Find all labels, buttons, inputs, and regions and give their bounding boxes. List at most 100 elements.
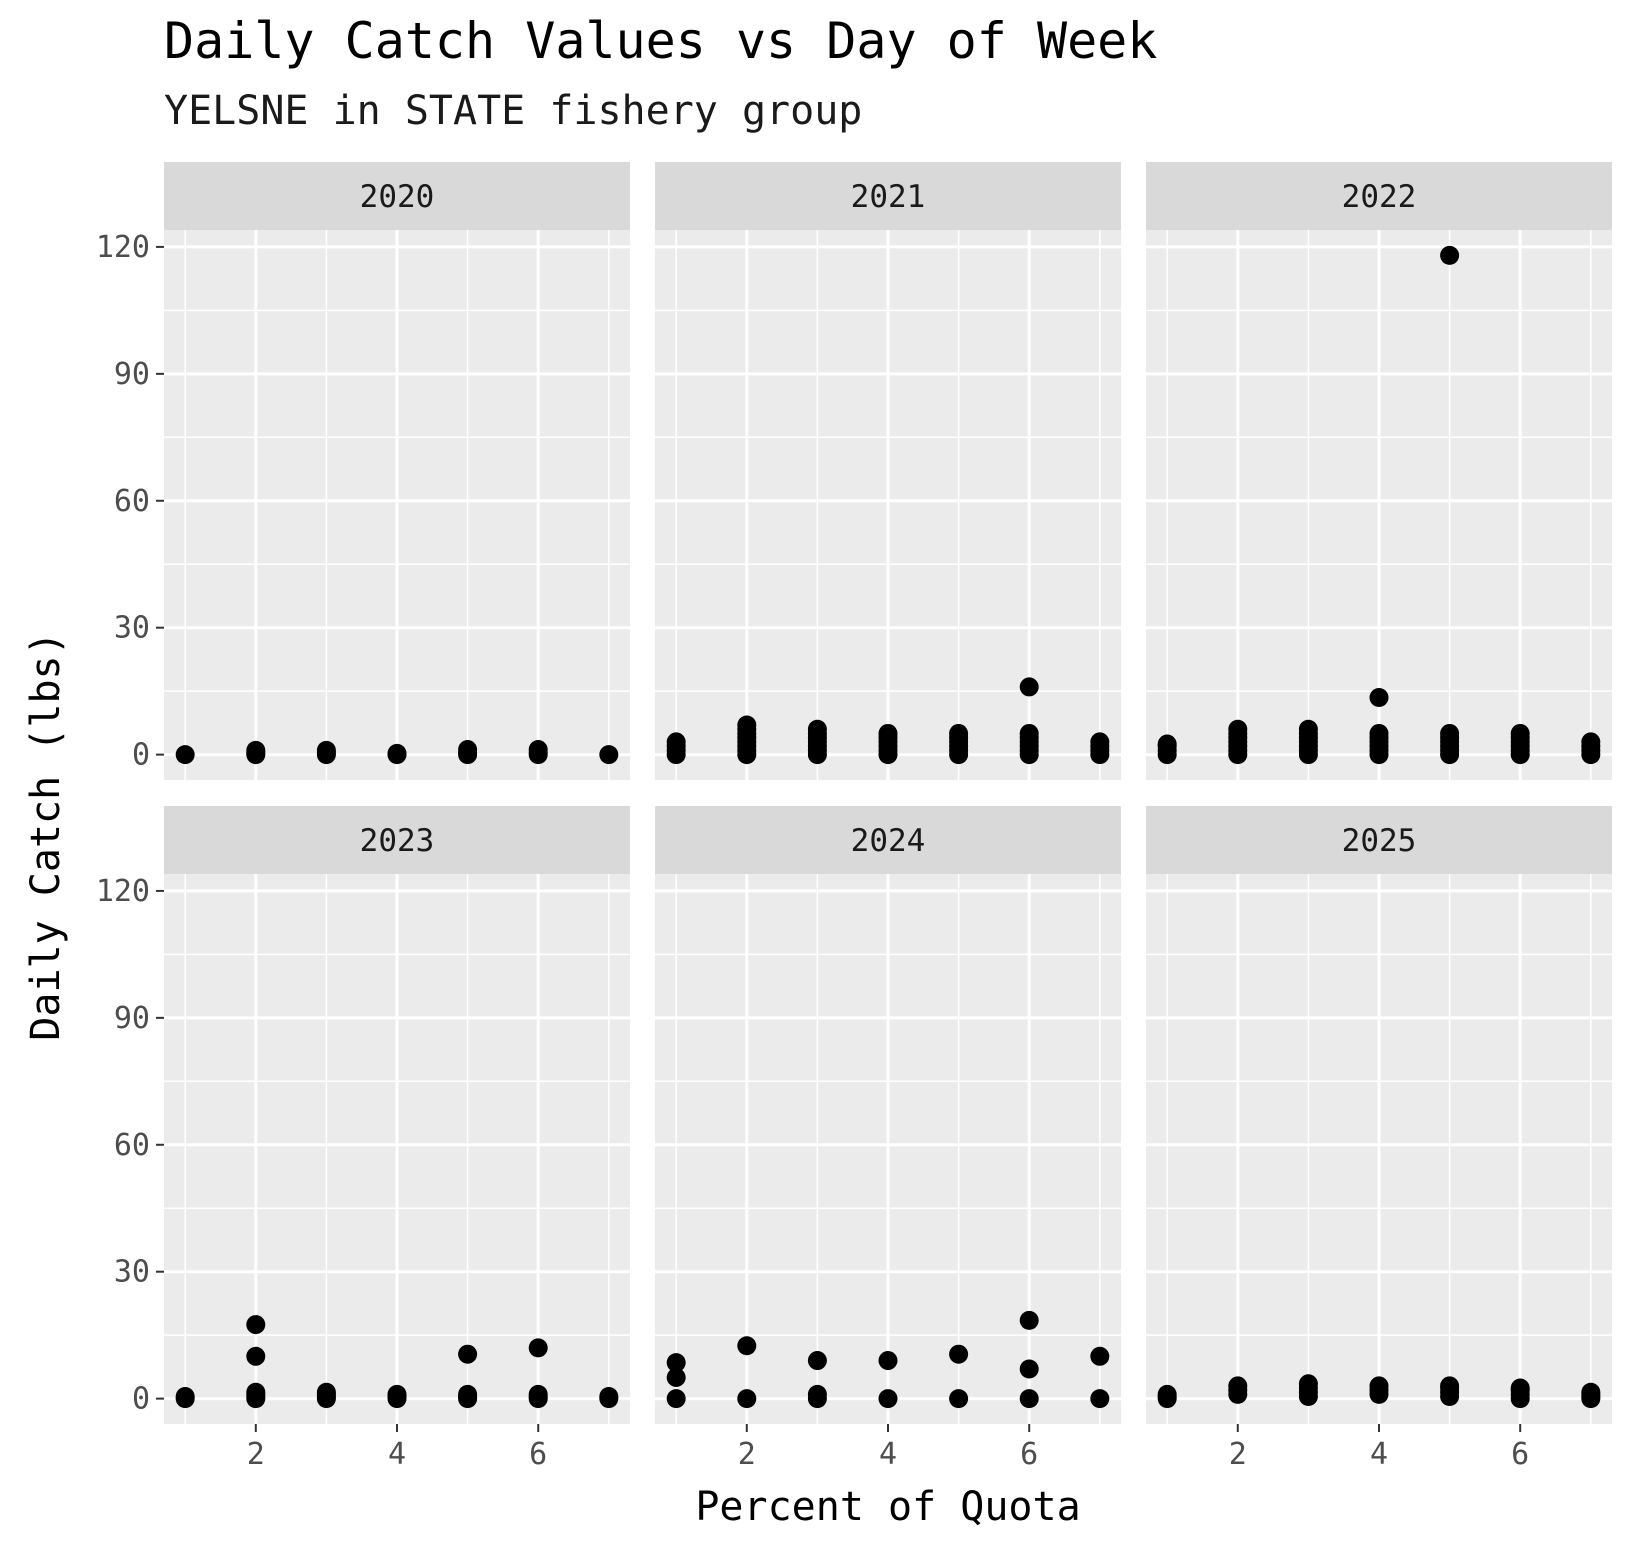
data-point (1019, 1310, 1039, 1330)
data-point (1369, 1376, 1389, 1396)
data-point (528, 1338, 548, 1358)
y-tick-label: 120 (96, 230, 150, 265)
data-point (1581, 1382, 1601, 1402)
data-point (737, 1389, 757, 1409)
data-point (246, 1315, 266, 1335)
facet-strip-label: 2023 (360, 823, 435, 859)
data-point (1090, 1389, 1110, 1409)
data-point (1298, 719, 1318, 739)
x-tick-label: 6 (529, 1437, 547, 1472)
data-point (1157, 734, 1177, 754)
facet-strip-label: 2024 (851, 823, 926, 859)
y-tick-label: 60 (114, 1128, 150, 1163)
data-point (666, 1367, 686, 1387)
data-point (666, 1389, 686, 1409)
data-point (1019, 1359, 1039, 1379)
facet-strip (655, 806, 1121, 874)
y-tick-label: 30 (114, 1255, 150, 1290)
data-point (1440, 723, 1460, 743)
facet-strip (1146, 806, 1612, 874)
y-tick-label: 90 (114, 357, 150, 392)
facet-panel-2022: 2022 (1146, 162, 1612, 780)
data-point (458, 1384, 478, 1404)
x-tick-label: 4 (1370, 1437, 1388, 1472)
chart-title: Daily Catch Values vs Day of Week (164, 12, 1158, 70)
data-point (737, 1336, 757, 1356)
data-point (458, 740, 478, 760)
facet-panel-2023: 2023 0 30 60 90 120 2 4 6 (96, 806, 630, 1472)
data-point (175, 1387, 195, 1406)
chart-subtitle: YELSNE in STATE fishery group (164, 88, 863, 134)
data-point (1298, 1374, 1318, 1394)
y-tick-label: 30 (114, 611, 150, 646)
data-point (1228, 1376, 1248, 1396)
x-axis-label: Percent of Quota (695, 1484, 1081, 1530)
data-point (1581, 732, 1601, 752)
y-tick-label: 0 (132, 738, 150, 773)
data-point (458, 1344, 478, 1364)
facet-strip-label: 2020 (360, 179, 435, 215)
y-tick-label: 120 (96, 874, 150, 909)
data-point (528, 740, 548, 760)
facet-strip-label: 2025 (1342, 823, 1417, 859)
data-point (387, 1384, 407, 1404)
data-point (1019, 677, 1039, 697)
data-point (1019, 1389, 1039, 1409)
data-point (1510, 1378, 1530, 1398)
data-point (807, 1351, 827, 1371)
data-point (1510, 723, 1530, 743)
data-point (528, 1384, 548, 1404)
facet-strip-label: 2022 (1342, 179, 1417, 215)
data-point (666, 1353, 686, 1373)
data-point (949, 1389, 969, 1409)
data-point (1019, 723, 1039, 743)
data-point (246, 740, 266, 760)
x-tick-label: 4 (879, 1437, 897, 1472)
x-tick-label: 2 (1229, 1437, 1247, 1472)
facet-panel-2021: 2021 (655, 162, 1121, 780)
facet-strip-label: 2021 (851, 179, 926, 215)
data-point (666, 732, 686, 752)
facet-strip (655, 162, 1121, 230)
data-point (1157, 1384, 1177, 1404)
data-point (878, 723, 898, 743)
x-tick-label: 6 (1020, 1437, 1038, 1472)
data-point (737, 715, 757, 735)
x-tick-label: 6 (1511, 1437, 1529, 1472)
data-point (1090, 1346, 1110, 1366)
facet-strip (1146, 162, 1612, 230)
data-point (807, 719, 827, 739)
data-point (1440, 245, 1460, 265)
facet-panel-2020: 2020 0 30 60 90 120 (96, 162, 630, 780)
data-point (599, 1387, 619, 1406)
data-point (1228, 719, 1248, 739)
y-tick-label: 90 (114, 1001, 150, 1036)
data-point (1369, 723, 1389, 743)
data-point (807, 1384, 827, 1404)
data-point (949, 723, 969, 743)
data-point (1369, 688, 1389, 707)
data-point (878, 1351, 898, 1371)
x-tick-label: 2 (247, 1437, 265, 1472)
x-tick-label: 4 (388, 1437, 406, 1472)
x-tick-label: 2 (738, 1437, 756, 1472)
data-point (1090, 732, 1110, 752)
facet-panel-2025: 2025 2 4 6 (1146, 806, 1612, 1472)
y-tick-label: 60 (114, 484, 150, 519)
data-point (316, 1382, 336, 1402)
data-point (175, 745, 195, 765)
y-tick-label: 0 (132, 1382, 150, 1417)
data-point (1440, 1376, 1460, 1396)
data-point (246, 1382, 266, 1402)
facet-panel-2024: 2024 2 4 6 (655, 806, 1121, 1472)
data-point (387, 743, 407, 763)
data-point (599, 745, 619, 765)
facet-strip (164, 162, 630, 230)
data-point (949, 1344, 969, 1364)
facet-strip (164, 806, 630, 874)
data-point (878, 1389, 898, 1409)
data-point (246, 1346, 266, 1366)
data-point (316, 740, 336, 760)
